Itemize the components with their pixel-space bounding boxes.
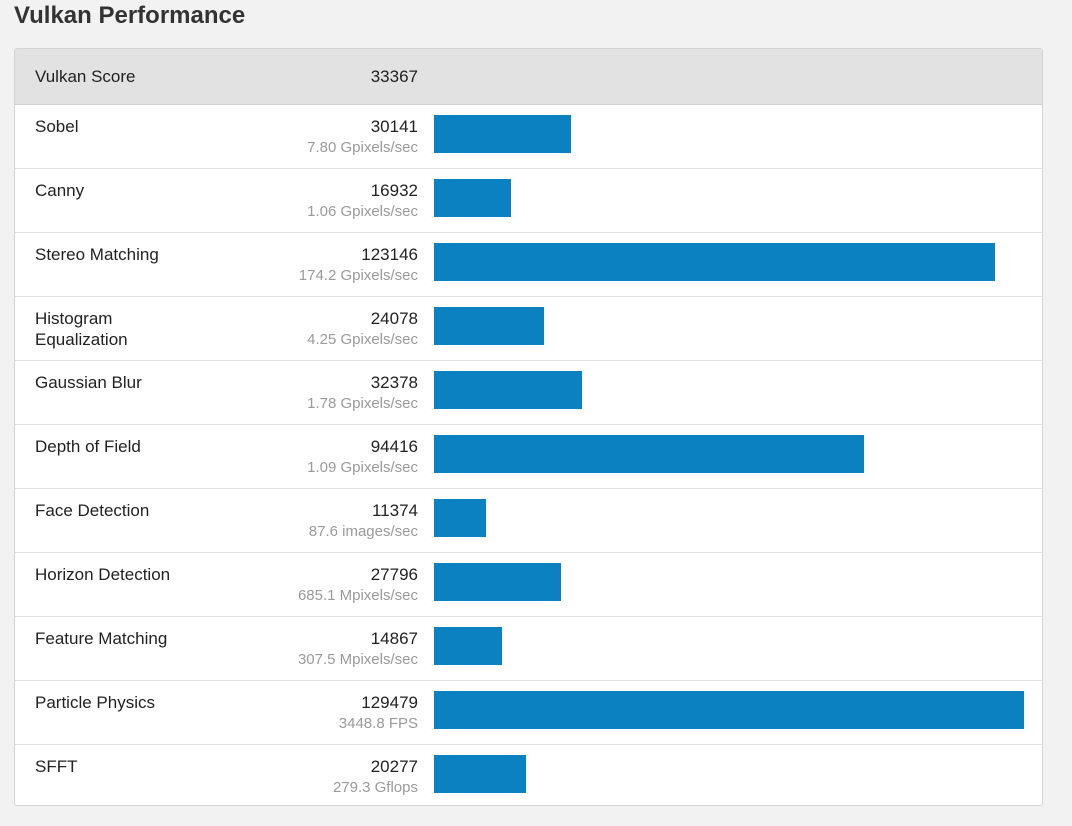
workload-score-bar: [434, 307, 544, 345]
workload-rate: 87.6 images/sec: [308, 523, 418, 540]
workload-row-feature-matching: Feature Matching 14867 307.5 Mpixels/sec: [15, 617, 1042, 681]
workload-score: 123146: [361, 245, 418, 264]
vulkan-score-row: Vulkan Score 33367: [15, 49, 1042, 105]
workload-score: 24078: [370, 309, 418, 328]
workload-score-bar: [434, 371, 582, 409]
workload-score-bar: [434, 563, 561, 601]
workload-score: 94416: [370, 437, 418, 456]
workload-score: 11374: [371, 501, 418, 520]
vulkan-score-value: 33367: [370, 67, 418, 86]
workload-rate: 4.25 Gpixels/sec: [307, 331, 418, 348]
workload-score-bar: [434, 627, 502, 665]
workload-rate: 7.80 Gpixels/sec: [307, 139, 418, 156]
workload-row-histogram-equalization: Histogram Equalization 24078 4.25 Gpixel…: [15, 297, 1042, 361]
workload-rate: 279.3 Gflops: [332, 779, 418, 796]
workload-name: Histogram Equalization: [35, 309, 128, 349]
workload-name: Horizon Detection: [35, 565, 171, 584]
results-table: Vulkan Score 33367 Sobel 30141 7.80 Gpix…: [14, 48, 1043, 806]
workload-name: Canny: [35, 181, 85, 200]
workload-row-face-detection: Face Detection 11374 87.6 images/sec: [15, 489, 1042, 553]
workload-score-bar: [434, 755, 526, 793]
workload-name: Particle Physics: [35, 693, 155, 712]
workload-score: 32378: [370, 373, 418, 392]
workload-row-canny: Canny 16932 1.06 Gpixels/sec: [15, 169, 1042, 233]
workload-rate: 685.1 Mpixels/sec: [297, 587, 418, 604]
workload-score: 14867: [370, 629, 418, 648]
workload-row-sfft: SFFT 20277 279.3 Gflops: [15, 745, 1042, 805]
workload-name: Face Detection: [35, 501, 150, 520]
workload-name: Depth of Field: [35, 437, 141, 456]
vulkan-score-label: Vulkan Score: [35, 67, 136, 86]
workload-score-bar: [434, 115, 571, 153]
page-title: Vulkan Performance: [14, 2, 246, 29]
workload-name: Feature Matching: [35, 629, 168, 648]
workload-row-sobel: Sobel 30141 7.80 Gpixels/sec: [15, 105, 1042, 169]
workload-score: 30141: [370, 117, 418, 136]
workload-row-depth-of-field: Depth of Field 94416 1.09 Gpixels/sec: [15, 425, 1042, 489]
workload-rate: 307.5 Mpixels/sec: [297, 651, 418, 668]
workload-rate: 1.09 Gpixels/sec: [307, 459, 418, 476]
workload-score: 129479: [361, 693, 418, 712]
workload-name: Stereo Matching: [35, 245, 159, 264]
workload-name: Gaussian Blur: [35, 373, 142, 392]
workload-row-gaussian-blur: Gaussian Blur 32378 1.78 Gpixels/sec: [15, 361, 1042, 425]
workload-score: 20277: [370, 757, 418, 776]
workload-row-horizon-detection: Horizon Detection 27796 685.1 Mpixels/se…: [15, 553, 1042, 617]
workload-name: SFFT: [35, 757, 78, 776]
workload-score: 27796: [370, 565, 418, 584]
workload-row-stereo-matching: Stereo Matching 123146 174.2 Gpixels/sec: [15, 233, 1042, 297]
workload-score-bar: [434, 435, 864, 473]
workload-rate: 3448.8 FPS: [338, 715, 418, 732]
workload-score-bar: [434, 691, 1024, 729]
workload-score-bar: [434, 243, 995, 281]
workload-row-particle-physics: Particle Physics 129479 3448.8 FPS: [15, 681, 1042, 745]
workload-score-bar: [434, 499, 486, 537]
workload-rate: 174.2 Gpixels/sec: [298, 267, 418, 284]
workload-score-bar: [434, 179, 511, 217]
workload-rate: 1.06 Gpixels/sec: [307, 203, 418, 220]
workload-rate: 1.78 Gpixels/sec: [307, 395, 418, 412]
workload-score: 16932: [370, 181, 418, 200]
workload-name: Sobel: [35, 117, 79, 136]
